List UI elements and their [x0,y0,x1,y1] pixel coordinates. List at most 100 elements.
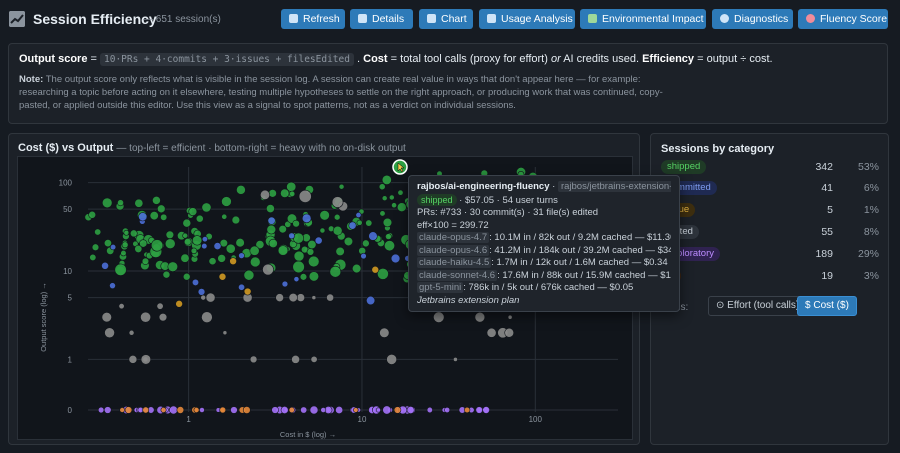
shipped-point [319,227,326,234]
shipped-point [157,204,166,214]
gauge-icon: ⊙ [716,300,728,311]
shipped-point [268,238,278,248]
shipped-point [379,210,386,217]
category-row-pr[interactable]: pr 19 3% [661,268,881,284]
shipped-point [101,197,113,209]
exploratory-point [482,406,490,414]
edited-point [128,355,138,364]
committed-point [197,288,206,296]
category-row-shipped[interactable]: shipped 342 53% [661,159,881,175]
formula-line: Output score = 10·PRs + 4·commits + 3·is… [19,53,773,66]
edited-point [205,292,216,303]
formula-info-panel: Output score = 10·PRs + 4·commits + 3·is… [8,43,888,124]
shipped-point [277,245,289,256]
shipped-point [134,244,143,253]
exploratory-point [280,406,289,414]
edited-point [262,263,274,276]
category-sidebar: Sessions by category shipped 342 53% com… [650,133,889,445]
pr-point [288,406,295,414]
shipped-point [152,196,161,205]
pr-point [463,406,471,414]
committed-point [281,280,289,288]
edited-point [275,293,284,302]
edited-point [201,311,213,323]
shipped-point [182,272,191,281]
exploratory-point [271,406,279,414]
shipped-point [129,229,138,238]
y-tick-label: 5 [68,294,73,303]
committed-point [301,213,312,224]
shipped-point [335,246,345,257]
committed-point [314,236,323,245]
shipped-point [160,213,168,221]
shipped-point [249,245,260,256]
shipped-point [308,255,320,268]
shipped-point [91,243,100,251]
session-count: — 651 session(s) [143,14,221,25]
environmental-impact-button[interactable]: Environmental Impact [580,9,706,29]
edited-point [298,189,312,203]
diagnostics-button[interactable]: Diagnostics [712,9,793,29]
fluency-score-button[interactable]: Fluency Score [798,9,888,29]
issue-point [243,287,252,296]
exploratory-point [230,406,238,414]
committed-point [366,295,376,306]
shipped-point [243,269,255,281]
committed-point [191,278,200,286]
shipped-point [151,239,164,252]
exploratory-point [406,406,415,414]
refresh-icon [289,14,298,23]
committed-point [138,212,148,222]
edited-point [291,354,300,364]
shipped-point [308,271,320,282]
exploratory-point [103,406,112,414]
category-row-issue[interactable]: issue 5 1% [661,202,881,218]
edited-point [158,313,168,322]
edited-point [433,311,445,323]
chart-button[interactable]: Chart [419,9,473,29]
category-row-edited[interactable]: edited 55 8% [661,224,881,240]
shipped-point [307,239,317,250]
dollar-icon: $ [805,300,814,311]
committed-point [110,244,117,251]
y-tick-label: 100 [59,179,73,188]
edited-point [101,312,112,323]
shipped-point [289,190,296,197]
committed-point [201,236,208,243]
tooltip-repo: rajbos/ai-engineering-fluency [417,181,550,192]
hover-cursor-icon [392,159,408,175]
tooltip-model-row: claude-sonnet-4.6: 17.6M in / 88k out / … [417,269,671,281]
edited-point [504,327,515,338]
category-row-committed[interactable]: committed 41 6% [661,180,881,196]
edited-point [453,356,458,362]
shipped-point [221,213,228,220]
edited-point [296,293,306,302]
edited-point [474,311,486,323]
shipped-point [121,241,129,249]
edited-point [140,311,152,323]
category-row-exploratory[interactable]: exploratory 189 29% [661,246,881,262]
committed-point [201,243,208,250]
details-button[interactable]: Details [350,9,413,29]
shipped-point [338,183,345,190]
refresh-button[interactable]: Refresh [281,9,345,29]
issue-point [371,265,380,274]
edited-point [326,293,335,302]
pr-point [219,406,227,414]
y-tick-label: 1 [68,355,73,364]
exploratory-point [375,407,381,413]
shipped-point [89,253,97,261]
formula-code: 10·PRs + 4·commits + 3·issues + filesEdi… [100,53,354,66]
shipped-point [299,273,308,281]
shipped-point [195,214,204,223]
y-tick-label: 10 [63,267,72,276]
cost-basis-button[interactable]: $ Cost ($) [797,296,857,316]
usage-analysis-button[interactable]: Usage Analysis [479,9,575,29]
shipped-point [123,229,130,236]
shipped-point [293,250,305,262]
y-axis-label: Output score (log) → [39,282,48,352]
shipped-point [266,204,275,214]
effort-basis-button[interactable]: ⊙ Effort (tool calls) [708,296,808,316]
committed-point [348,221,357,230]
committed-point [238,252,245,259]
